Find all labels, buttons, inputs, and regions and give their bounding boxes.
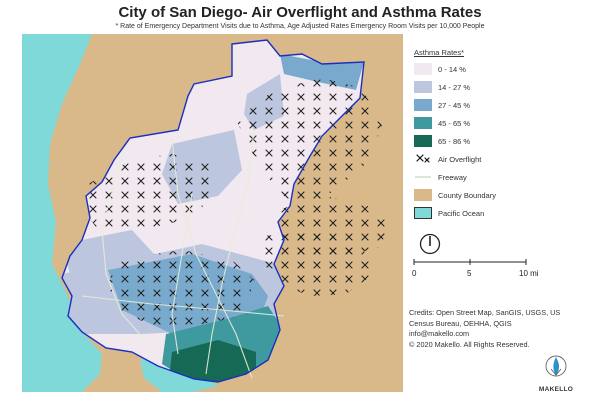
freeway-i15 xyxy=(205,129,255,375)
legend-item-rate: 14 - 27 % xyxy=(414,79,594,95)
legend-item-rate: 45 - 65 % xyxy=(414,115,594,131)
scale-bar: 0 5 10 mi xyxy=(412,259,539,278)
legend-label-rate: 27 - 45 % xyxy=(438,100,471,110)
legend-label-rate: 45 - 65 % xyxy=(438,118,471,128)
legend-label-county: County Boundary xyxy=(438,190,496,200)
freeway-i805 xyxy=(171,137,253,379)
rate-swatch xyxy=(414,99,432,111)
legend-item-county: County Boundary xyxy=(414,187,594,203)
makello-logo: MAKELLO xyxy=(536,355,576,393)
legend-label-rate: 65 - 86 % xyxy=(438,136,471,146)
rate-swatch xyxy=(414,135,432,147)
legend-label-ocean: Pacific Ocean xyxy=(438,208,485,218)
scale-tick-5: 5 xyxy=(467,269,472,278)
legend-title: Asthma Rates* xyxy=(414,48,465,57)
makello-logo-icon xyxy=(545,355,567,377)
scale-tick-10: 10 mi xyxy=(519,269,539,278)
freeway-i5 xyxy=(101,143,151,347)
legend-rates: 0 - 14 % 14 - 27 % 27 - 45 % 45 - 65 % 65 - … xyxy=(414,61,594,149)
makello-logo-text: MAKELLO xyxy=(538,386,574,393)
legend-label-rate: 0 - 14 % xyxy=(438,64,466,74)
zone-14-27-west xyxy=(62,230,154,282)
legend-item-rate: 0 - 14 % xyxy=(414,61,594,77)
freeways xyxy=(81,129,285,379)
map-subtitle: * Rate of Emergency Department Visits du… xyxy=(115,23,485,30)
map-legend: Asthma Rates* 0 - 14 % 14 - 27 % 27 - 45 %… xyxy=(414,48,594,223)
credits-line: info@makello.com xyxy=(409,329,470,338)
credits-line: Credits: Open Street Map, SanGIS, USGS, … xyxy=(409,308,561,317)
legend-label-rate: 14 - 27 % xyxy=(438,82,471,92)
credits-line: Census Bureau, OEHHA, QGIS xyxy=(409,318,512,328)
map-title: City of San Diego- Air Overflight and As… xyxy=(118,4,482,21)
pacific-ocean xyxy=(22,34,102,392)
rate-swatch xyxy=(414,81,432,93)
legend-item-overflight: Air Overflight xyxy=(414,151,594,167)
overflight-southeast xyxy=(260,232,374,296)
credits-line: © 2020 Makello. All Rights Reserved. xyxy=(409,339,530,349)
north-arrow-icon xyxy=(419,233,441,255)
map-canvas xyxy=(22,34,403,392)
ocean-swatch xyxy=(414,207,432,219)
overflight-northeast xyxy=(236,78,382,206)
rate-swatch xyxy=(414,63,432,75)
freeway-line-icon xyxy=(415,176,431,178)
legend-label-freeway: Freeway xyxy=(438,172,467,182)
legend-item-ocean: Pacific Ocean xyxy=(414,205,594,221)
legend-item-rate: 65 - 86 % xyxy=(414,133,594,149)
airplane-icon xyxy=(416,154,430,163)
zone-65-86 xyxy=(170,340,256,382)
legend-item-freeway: Freeway xyxy=(414,169,594,185)
scale-tick-0: 0 xyxy=(412,269,417,278)
county-swatch xyxy=(414,189,432,201)
rate-swatch xyxy=(414,117,432,129)
legend-label-overflight: Air Overflight xyxy=(438,154,482,164)
legend-item-rate: 27 - 45 % xyxy=(414,97,594,113)
credits: Credits: Open Street Map, SanGIS, USGS, … xyxy=(409,308,599,350)
freeway-i8 xyxy=(81,295,285,317)
air-overflight-areas xyxy=(84,78,392,326)
